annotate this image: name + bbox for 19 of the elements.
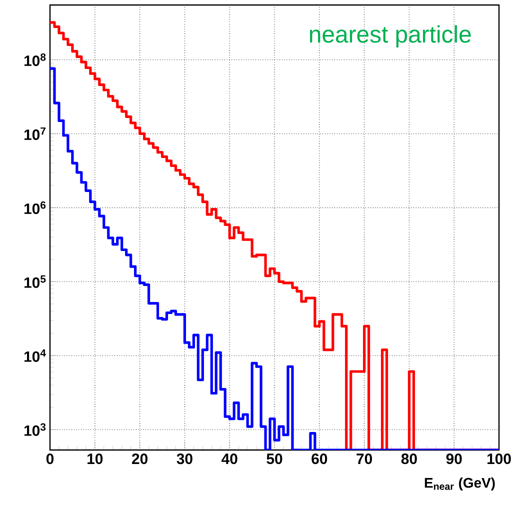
x-tick-label: 30 [176,454,192,464]
y-tick-label: 10$^{5}$ [24,275,46,288]
x-tick-label: 100 [487,454,511,464]
x-tick-label: 90 [446,454,462,464]
x-tick-label: 50 [266,454,282,464]
x-tick-label: 20 [132,454,148,464]
annotation: nearest particle [310,25,471,48]
y-tick-label: 10$^{4}$ [24,349,46,362]
x-tick-label: 10 [88,454,103,464]
x-tick-label: 70 [356,454,372,464]
y-tick-label: 10$^{3}$ [24,423,46,436]
y-tick-label: 10$^{8}$ [24,53,46,66]
x-tick-label: 0 [46,454,54,464]
y-tick-label: 10$^{6}$ [24,201,46,214]
x-tick-label: 40 [222,454,238,464]
x-axis-title: E$_{near}$ (GeV) [424,478,495,491]
x-tick-label: 80 [401,454,417,464]
x-tick-label: 60 [312,454,328,464]
y-tick-label: 10$^{7}$ [24,127,46,140]
